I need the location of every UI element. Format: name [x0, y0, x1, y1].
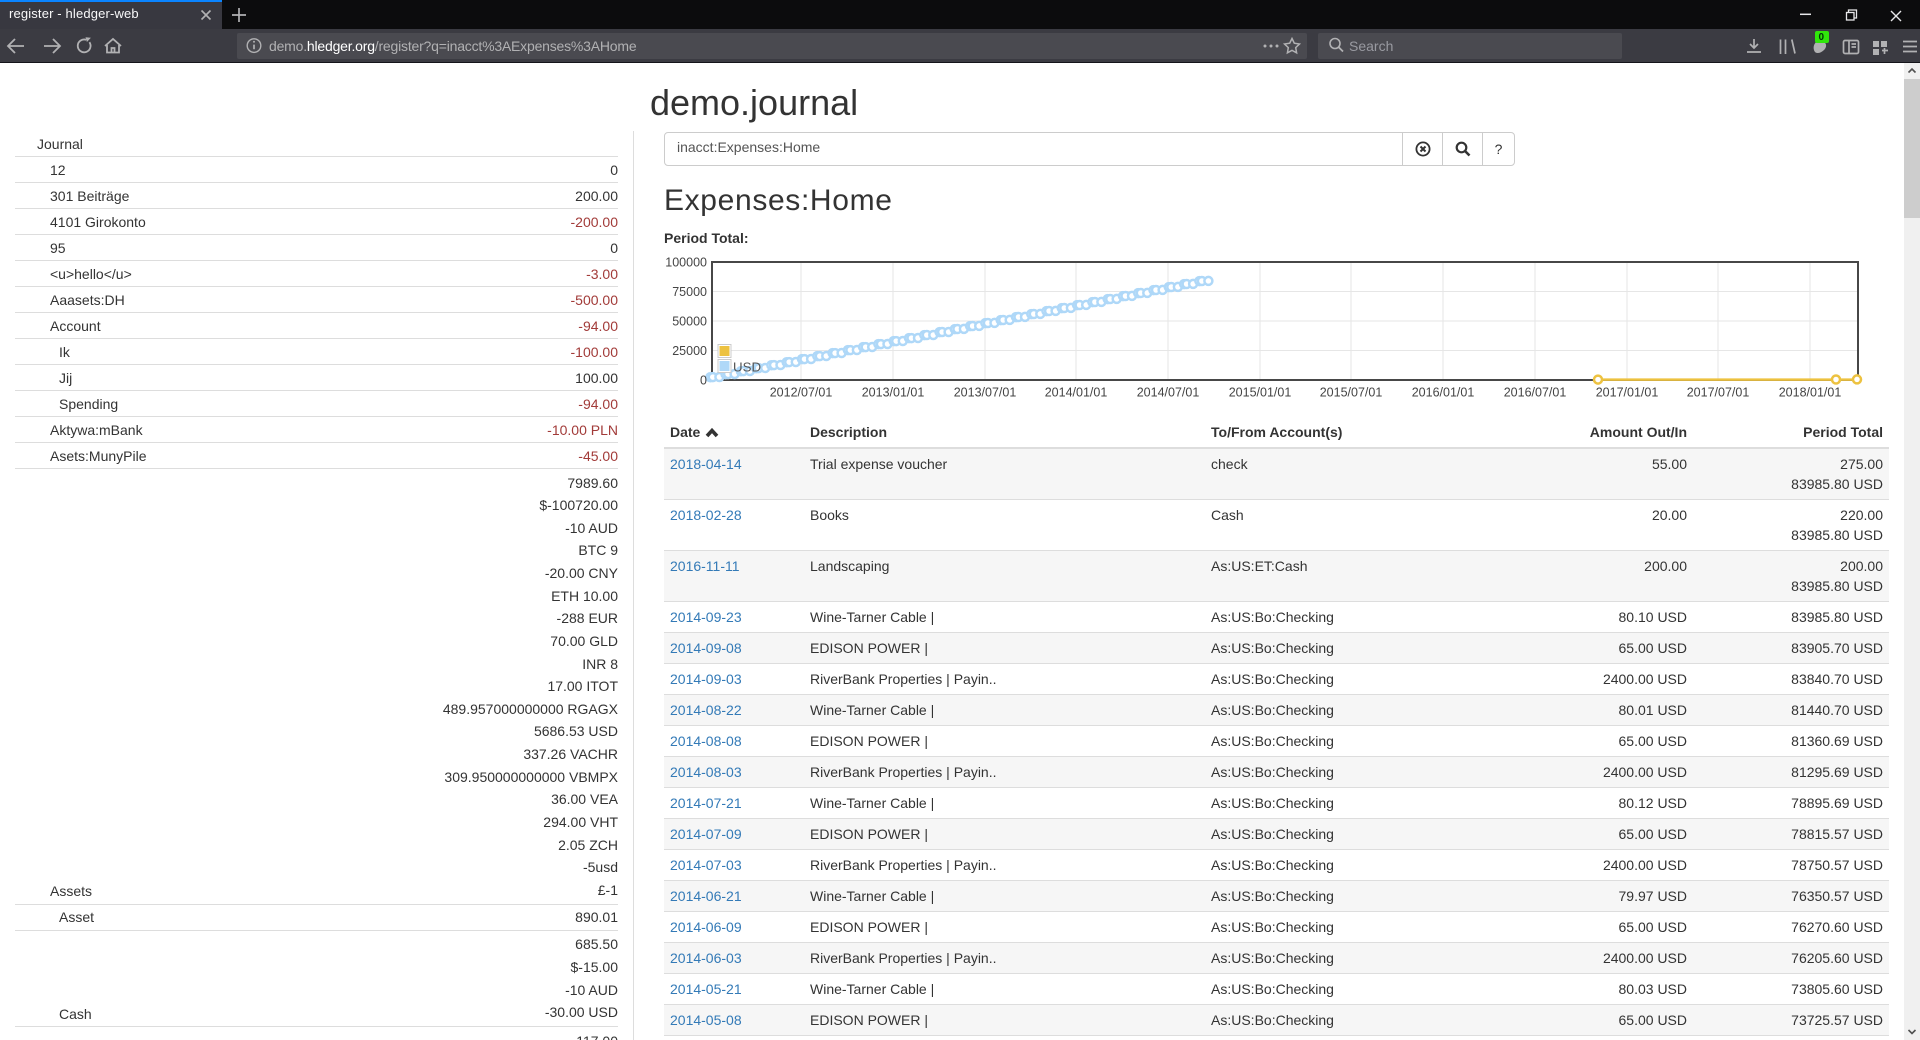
- svg-text:100000: 100000: [665, 256, 707, 270]
- svg-text:2013/07/01: 2013/07/01: [954, 386, 1017, 400]
- svg-text:2013/01/01: 2013/01/01: [862, 386, 925, 400]
- svg-text:2012/07/01: 2012/07/01: [770, 386, 833, 400]
- svg-text:2017/07/01: 2017/07/01: [1687, 386, 1750, 400]
- svg-text:USD: USD: [733, 360, 761, 375]
- svg-text:2016/01/01: 2016/01/01: [1412, 386, 1475, 400]
- svg-text:2014/07/01: 2014/07/01: [1137, 386, 1200, 400]
- svg-text:2018/01/01: 2018/01/01: [1779, 386, 1842, 400]
- svg-text:2014/01/01: 2014/01/01: [1045, 386, 1108, 400]
- svg-text:2017/01/01: 2017/01/01: [1596, 386, 1659, 400]
- svg-text:2015/01/01: 2015/01/01: [1229, 386, 1292, 400]
- svg-text:25000: 25000: [672, 344, 707, 358]
- svg-text:0: 0: [700, 374, 707, 388]
- svg-text:2016/07/01: 2016/07/01: [1504, 386, 1567, 400]
- svg-text:75000: 75000: [672, 285, 707, 299]
- svg-text:50000: 50000: [672, 315, 707, 329]
- svg-text:2015/07/01: 2015/07/01: [1320, 386, 1383, 400]
